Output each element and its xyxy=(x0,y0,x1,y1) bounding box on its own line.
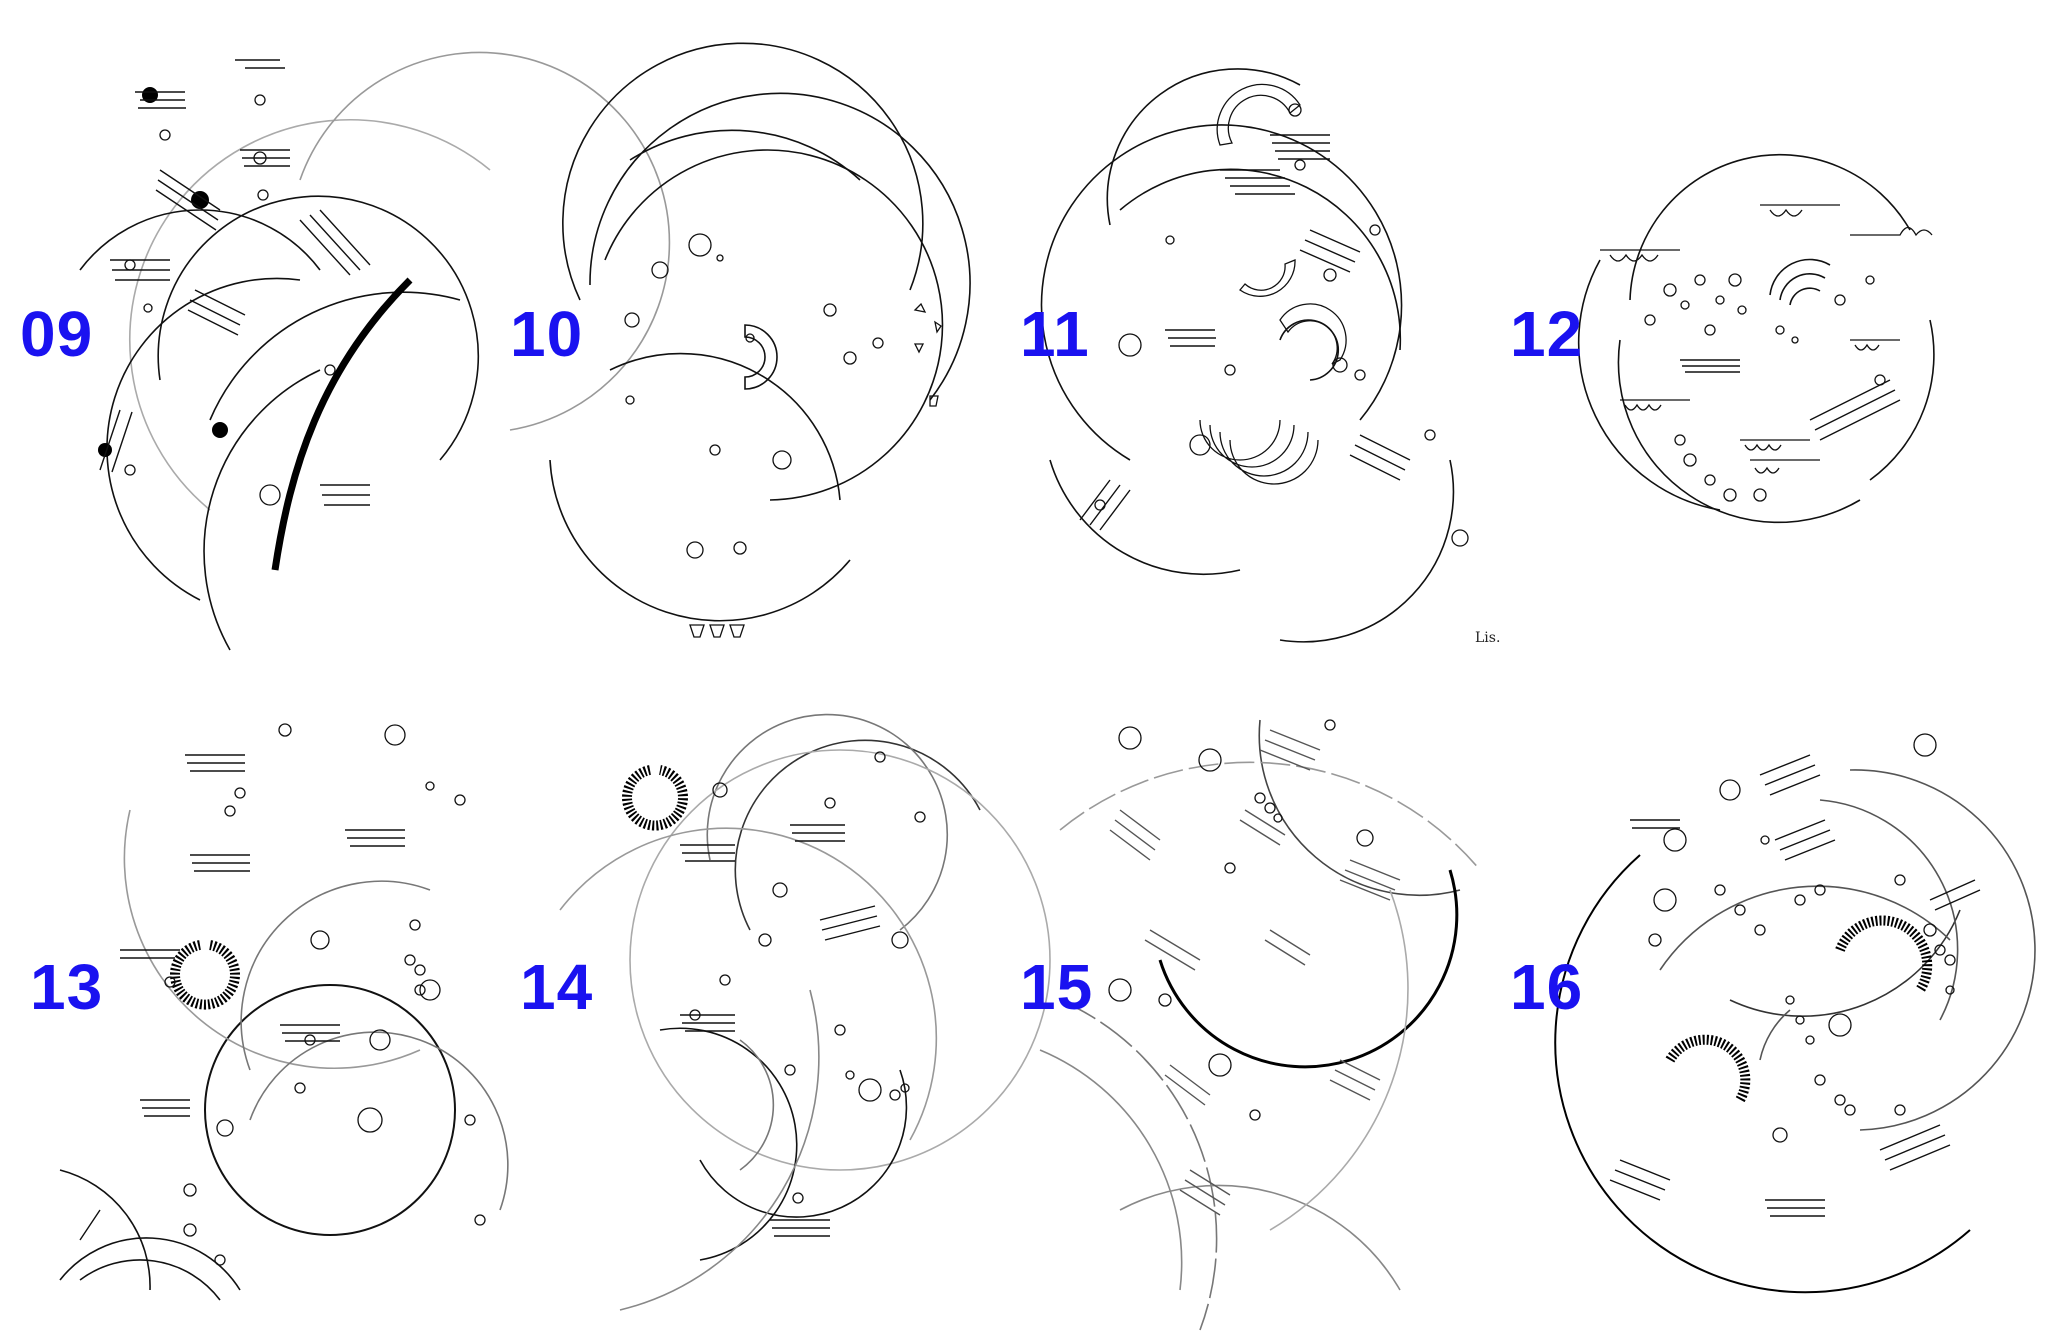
fan-arcs-11 xyxy=(1199,83,1347,485)
circles-12 xyxy=(1577,153,1935,524)
panel-number: 16 xyxy=(1510,951,1584,1023)
circles-09 xyxy=(79,51,671,651)
panel-number: 14 xyxy=(520,951,594,1023)
marks-16 xyxy=(1609,754,1981,1217)
marks-09 xyxy=(99,59,371,506)
marks-14 xyxy=(680,824,881,1237)
circles-16 xyxy=(1554,769,2036,1294)
drawing-12 xyxy=(1577,153,1935,524)
rings-14 xyxy=(689,751,926,1204)
marks-15 xyxy=(1109,729,1401,1216)
rings-15 xyxy=(1108,719,1374,1121)
hatched-ring-13 xyxy=(170,940,240,1010)
rings-12 xyxy=(1644,273,1886,502)
circles-11 xyxy=(1040,68,1455,643)
rings-11 xyxy=(1094,103,1469,547)
circles-13 xyxy=(59,809,509,1301)
waves-12 xyxy=(1600,204,1933,474)
drawing-09 xyxy=(79,51,671,651)
panel-number: 12 xyxy=(1510,298,1584,370)
panel-number: 10 xyxy=(510,298,584,370)
panel-13: 13 xyxy=(20,690,520,1301)
panel-16: 16 xyxy=(1510,690,2036,1300)
rings-13 xyxy=(164,723,486,1266)
panel-number: 09 xyxy=(20,298,94,370)
center-arc-10 xyxy=(744,324,778,390)
dots-09 xyxy=(98,87,228,457)
circles-10 xyxy=(549,42,971,622)
panel-number: 13 xyxy=(30,951,104,1023)
drawing-10 xyxy=(549,42,971,638)
circles-15 xyxy=(1039,719,1481,1331)
panel-10: 10 xyxy=(510,40,1010,650)
panel-14: 14 xyxy=(510,690,1051,1311)
hatched-ring-14 xyxy=(622,765,688,831)
panel-15: 15 xyxy=(1020,690,1520,1331)
bold-arc-09 xyxy=(271,277,413,571)
drawing-15 xyxy=(1039,719,1481,1331)
panel-number: 15 xyxy=(1020,951,1094,1023)
panel-number: 11 xyxy=(1020,298,1090,370)
marks-13 xyxy=(79,754,405,1241)
hatched-ring-16a xyxy=(1835,915,1933,993)
drawing-16 xyxy=(1554,733,2036,1294)
signature: Lis. xyxy=(1475,630,1501,646)
marks-11 xyxy=(1079,134,1411,531)
drawing-14 xyxy=(559,713,1051,1311)
panel-09: 09 xyxy=(20,40,671,651)
rings-16 xyxy=(1648,733,1956,1143)
rings-10 xyxy=(624,233,884,559)
panel-11: Lis. 11 xyxy=(1020,40,1520,650)
hatched-ring-16b xyxy=(1665,1034,1751,1103)
drawing-11 xyxy=(1040,68,1469,643)
drawing-13 xyxy=(59,723,509,1301)
marks-12 xyxy=(1680,359,1901,441)
rings-09 xyxy=(124,94,336,506)
tabs-10 xyxy=(689,302,942,638)
panel-12: 12 xyxy=(1510,40,2010,650)
